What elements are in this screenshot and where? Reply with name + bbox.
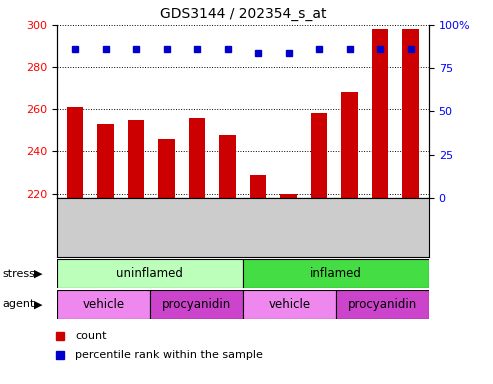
Bar bbox=[128, 120, 144, 198]
Bar bbox=[402, 29, 419, 198]
Bar bbox=[311, 113, 327, 198]
Text: ▶: ▶ bbox=[34, 268, 43, 279]
Bar bbox=[57, 259, 243, 288]
Bar bbox=[243, 259, 429, 288]
Title: GDS3144 / 202354_s_at: GDS3144 / 202354_s_at bbox=[160, 7, 326, 21]
Bar bbox=[372, 29, 388, 198]
Text: count: count bbox=[75, 331, 107, 341]
Bar bbox=[189, 118, 206, 198]
Bar bbox=[219, 134, 236, 198]
Bar bbox=[243, 290, 336, 319]
Bar bbox=[57, 290, 150, 319]
Text: agent: agent bbox=[2, 299, 35, 310]
Text: vehicle: vehicle bbox=[82, 298, 124, 311]
Text: procyanidin: procyanidin bbox=[162, 298, 231, 311]
Bar bbox=[97, 124, 114, 198]
Text: inflamed: inflamed bbox=[310, 267, 362, 280]
Bar bbox=[67, 107, 83, 198]
Text: vehicle: vehicle bbox=[268, 298, 311, 311]
Bar bbox=[280, 194, 297, 198]
Bar bbox=[150, 290, 243, 319]
Bar bbox=[249, 175, 266, 198]
Text: procyanidin: procyanidin bbox=[348, 298, 417, 311]
Text: uninflamed: uninflamed bbox=[116, 267, 183, 280]
Bar bbox=[336, 290, 429, 319]
Text: stress: stress bbox=[2, 268, 35, 279]
Text: percentile rank within the sample: percentile rank within the sample bbox=[75, 350, 263, 360]
Text: ▶: ▶ bbox=[34, 299, 43, 310]
Bar bbox=[341, 93, 358, 198]
Bar bbox=[158, 139, 175, 198]
